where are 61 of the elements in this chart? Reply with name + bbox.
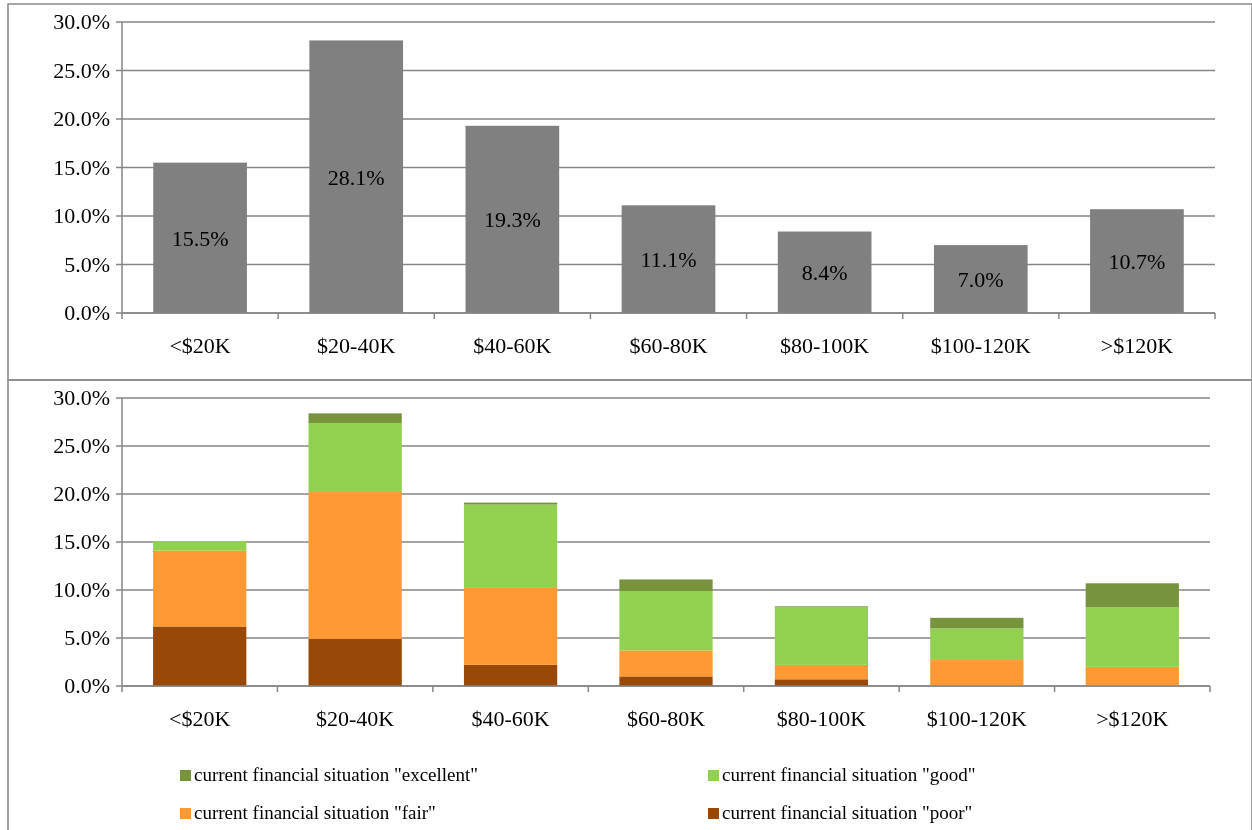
x-tick-label: $100-120K [930, 333, 1031, 358]
y-tick-label: 0.0% [64, 300, 110, 325]
bar [463, 664, 558, 686]
data-label: 10.7% [1108, 249, 1166, 275]
x-tick-label: $80-100K [776, 706, 867, 731]
y-tick-label: 30.0% [53, 9, 110, 34]
x-tick-label: >$120K [1100, 333, 1174, 358]
bar [1085, 607, 1179, 667]
x-tick-label: $60-80K [626, 706, 706, 731]
bar [308, 492, 402, 639]
x-tick-label: $60-80K [629, 333, 708, 358]
x-tick-label: $40-60K [471, 706, 550, 731]
bar [1085, 666, 1179, 686]
x-tick-label: <$20K [169, 706, 231, 731]
y-tick-label: 25.0% [53, 57, 110, 83]
data-label: 7.0% [957, 267, 1004, 293]
y-tick-label: 30.0% [53, 385, 110, 410]
x-tick-label: <$20K [169, 333, 231, 358]
bar [774, 607, 869, 665]
x-tick-label: >$120K [1096, 706, 1169, 731]
y-tick-label: 5.0% [64, 625, 110, 650]
legend-label: current financial situation "poor" [722, 802, 973, 823]
x-tick-label: $40-60K [473, 333, 552, 358]
data-label: 11.1% [640, 247, 697, 273]
y-tick-label: 10.0% [53, 577, 110, 602]
y-tick-label: 10.0% [53, 203, 110, 228]
bar [930, 660, 1024, 686]
bar [1085, 583, 1179, 608]
bar [774, 664, 869, 680]
bar [153, 626, 247, 686]
bar [619, 650, 713, 677]
bar [153, 541, 247, 551]
data-label: 28.1% [327, 164, 385, 190]
data-label: 8.4% [801, 260, 848, 286]
y-tick-label: 0.0% [64, 673, 110, 698]
bar [930, 628, 1024, 661]
x-tick-label: $100-120K [926, 706, 1028, 731]
legend-label: current financial situation "excellent" [194, 764, 479, 785]
bar [930, 617, 1024, 629]
bar [463, 587, 558, 665]
bar [308, 638, 402, 686]
data-label: 19.3% [483, 207, 541, 233]
y-tick-label: 15.0% [53, 154, 110, 180]
bar [308, 422, 402, 493]
bar [619, 590, 713, 651]
y-tick-label: 20.0% [53, 481, 110, 506]
x-tick-label: $80-100K [780, 333, 870, 358]
y-tick-label: 20.0% [53, 106, 110, 131]
y-tick-label: 15.0% [53, 529, 110, 554]
bar [619, 676, 713, 686]
x-tick-label: $20-40K [317, 333, 396, 358]
bar [619, 579, 713, 591]
bar [308, 413, 402, 423]
y-tick-label: 25.0% [53, 433, 110, 458]
legend-label: current financial situation "fair" [194, 802, 436, 823]
data-label: 15.5% [171, 225, 229, 251]
x-tick-label: $20-40K [316, 706, 395, 731]
y-tick-label: 5.0% [64, 251, 110, 277]
legend-label: current financial situation "good" [722, 764, 976, 785]
bar [463, 504, 558, 588]
bar [153, 550, 247, 627]
